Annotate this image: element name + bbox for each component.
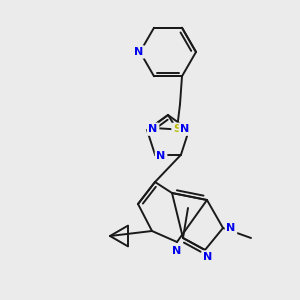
Text: N: N	[226, 223, 236, 233]
Text: N: N	[172, 246, 182, 256]
Text: N: N	[148, 124, 158, 134]
Text: S: S	[173, 124, 181, 134]
Text: N: N	[156, 151, 166, 161]
Text: N: N	[180, 124, 190, 134]
Text: N: N	[203, 252, 213, 262]
Text: N: N	[134, 47, 144, 57]
